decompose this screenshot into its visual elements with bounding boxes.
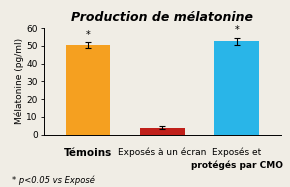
Bar: [66, 45, 110, 135]
Text: Exposés et: Exposés et: [212, 148, 261, 157]
Text: * p<0.05 vs Exposé: * p<0.05 vs Exposé: [12, 176, 95, 185]
Text: *: *: [234, 25, 239, 35]
Text: Exposés à un écran: Exposés à un écran: [118, 148, 206, 157]
Title: Production de mélatonine: Production de mélatonine: [71, 11, 253, 24]
Text: Témoins: Témoins: [64, 148, 112, 158]
Bar: [140, 128, 185, 135]
Bar: [214, 41, 259, 135]
Y-axis label: Mélatonine (pg/ml): Mélatonine (pg/ml): [14, 38, 24, 124]
Text: *: *: [86, 30, 90, 40]
Text: protégés par CMO: protégés par CMO: [191, 161, 283, 170]
